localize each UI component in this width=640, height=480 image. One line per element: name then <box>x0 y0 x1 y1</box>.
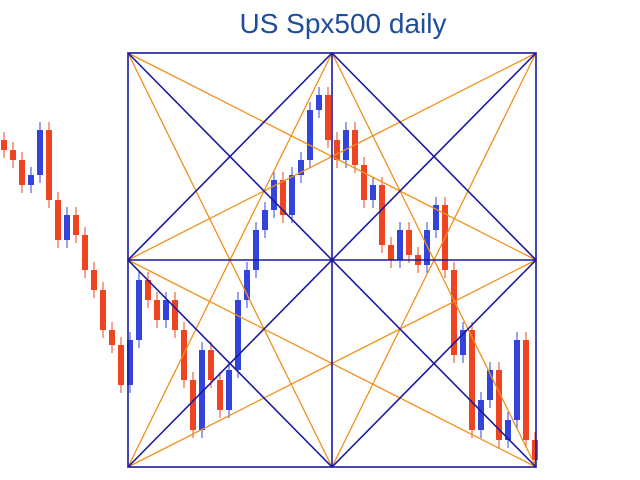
candle-body <box>82 235 88 270</box>
candle-body <box>406 230 412 255</box>
candle-body <box>478 400 484 430</box>
candle-body <box>370 185 376 200</box>
candle-body <box>145 280 151 300</box>
candle-body <box>361 165 367 200</box>
candle-body <box>271 180 277 210</box>
candle-body <box>244 270 250 300</box>
candles <box>1 87 538 468</box>
candle-body <box>523 340 529 440</box>
candle-body <box>460 330 466 355</box>
candle-body <box>199 350 205 430</box>
candle-body <box>136 280 142 340</box>
candle-body <box>64 215 70 240</box>
candle-body <box>208 350 214 380</box>
candle-body <box>1 140 7 150</box>
candle-body <box>235 300 241 370</box>
candle-body <box>505 420 511 440</box>
blue-lines <box>126 51 538 469</box>
candle-body <box>127 340 133 385</box>
candle-body <box>280 180 286 215</box>
candle-body <box>424 230 430 265</box>
candle-body <box>226 370 232 410</box>
candle-body <box>109 330 115 345</box>
candle-body <box>433 205 439 230</box>
candle-body <box>118 345 124 385</box>
candle-body <box>190 380 196 430</box>
candle-body <box>532 440 538 460</box>
candle-body <box>388 245 394 260</box>
candle-body <box>163 300 169 320</box>
candle-body <box>46 130 52 200</box>
candle-body <box>316 95 322 110</box>
candle-body <box>262 210 268 230</box>
candle-body <box>19 160 25 185</box>
candle-body <box>352 130 358 165</box>
candle-body <box>28 175 34 185</box>
candle-body <box>514 340 520 420</box>
candle-body <box>181 330 187 380</box>
candle-body <box>379 185 385 245</box>
candle-body <box>37 130 43 175</box>
candle-body <box>397 230 403 260</box>
candle-body <box>487 370 493 400</box>
candle-body <box>307 110 313 160</box>
candle-body <box>469 330 475 430</box>
candle-body <box>343 130 349 160</box>
chart-title: US Spx500 daily <box>239 8 446 39</box>
candle-body <box>154 300 160 320</box>
candle-body <box>172 300 178 330</box>
candle-body <box>451 270 457 355</box>
candle-body <box>289 175 295 215</box>
candle-body <box>334 140 340 160</box>
candle-body <box>100 290 106 330</box>
candle-body <box>73 215 79 235</box>
candle-body <box>496 370 502 440</box>
candle-body <box>253 230 259 270</box>
candle-body <box>298 160 304 175</box>
candle-body <box>10 150 16 160</box>
gann-overlay <box>126 51 538 469</box>
candle-body <box>91 270 97 290</box>
candle-body <box>325 95 331 140</box>
candle-body <box>217 380 223 410</box>
candle-body <box>55 200 61 240</box>
